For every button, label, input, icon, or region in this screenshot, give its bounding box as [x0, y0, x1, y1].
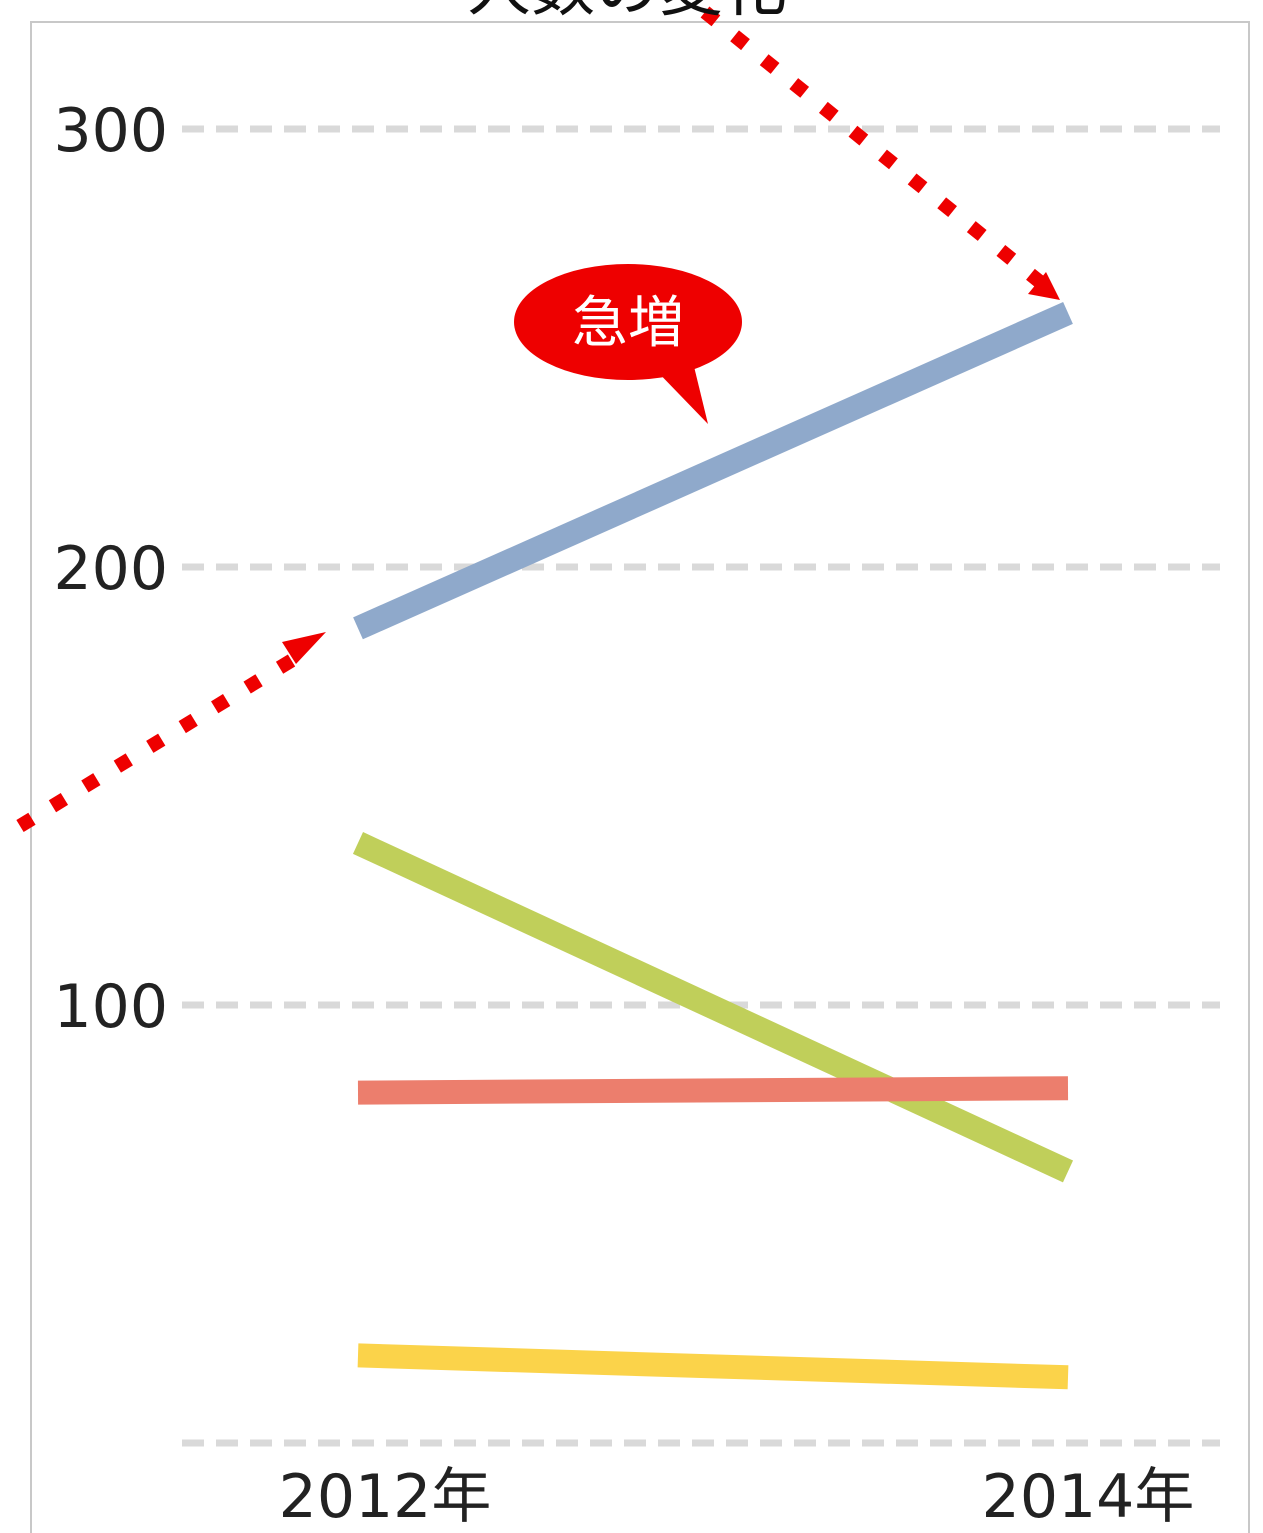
y-axis-ticks: 100 200 300 — [53, 96, 168, 1042]
callout-bubble — [514, 264, 742, 380]
y-tick-label: 300 — [53, 96, 168, 166]
arrowhead-left — [282, 632, 326, 664]
series-lines — [352, 301, 1074, 1390]
series-line — [357, 1343, 1069, 1390]
series-line — [353, 301, 1073, 640]
callout-text: 急増 — [572, 291, 684, 356]
series-line — [352, 832, 1074, 1183]
chart-title: 人数の変化 — [467, 0, 787, 26]
plot-frame — [30, 21, 1250, 1533]
y-tick-label: 200 — [53, 534, 168, 604]
y-tick-label: 100 — [53, 972, 168, 1042]
annotation: 急増 — [16, 6, 1060, 832]
callout-pointer — [650, 350, 708, 424]
x-tick-label: 2012年 — [279, 1462, 492, 1532]
arrowhead-right — [1028, 272, 1060, 300]
grid — [182, 125, 1220, 1447]
dotted-arrow-right — [700, 6, 1045, 288]
x-axis-ticks: 2012年 2014年 — [279, 1462, 1195, 1532]
dotted-arrow-left — [16, 642, 316, 832]
series-line — [357, 1076, 1069, 1105]
x-tick-label: 2014年 — [982, 1462, 1195, 1532]
